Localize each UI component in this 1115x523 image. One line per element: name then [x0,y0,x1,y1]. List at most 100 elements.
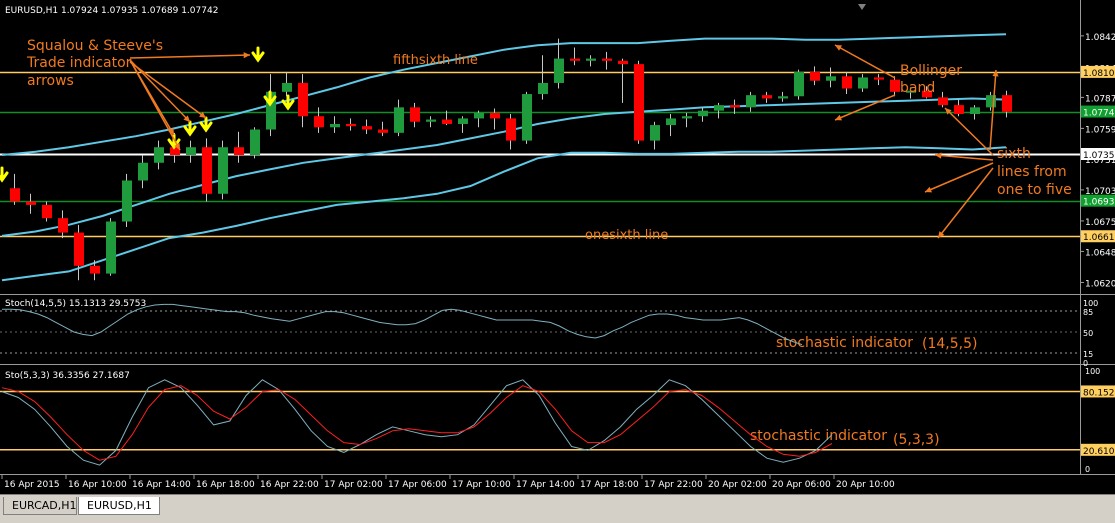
time-tick-label: 20 Apr 02:00 [708,480,767,490]
candle-body [394,107,404,133]
candle-body [714,105,724,111]
candle-body [954,105,964,114]
price-tick-label: 1.06200 [1085,279,1115,289]
annotation-arrow-line [129,61,207,119]
time-tick-label: 16 Apr 10:00 [68,480,127,490]
annotation-arrowhead-icon [199,111,206,118]
candle-body [282,82,292,92]
price-axis: 1.084251.081401.078701.075901.073151.070… [1080,33,1115,289]
candle-body [426,119,436,122]
candle-body [58,218,68,233]
candle-body [650,125,660,141]
stoch1-main-line [2,303,803,346]
candle-body [666,118,676,126]
tab-eurusd-h1[interactable]: EURUSD,H1 [78,497,160,515]
annotation-arrowhead-icon [243,52,250,59]
candle-body [634,64,644,141]
annotation-arrow-line [129,54,251,59]
price-tag [1081,65,1115,78]
annotation-arrow-line [989,69,997,151]
annotation-arrow-line [129,59,191,123]
stoch2-signal-line [1,385,833,461]
candle-body [762,95,772,99]
time-axis: 16 Apr 2015 16 Apr 10:00 16 Apr 14:00 16 Ap… [1,475,895,490]
annotation-arrowhead-icon [938,231,945,238]
annotation-arrowhead-icon [168,128,174,135]
candle-body [506,118,516,141]
candle-body [602,58,612,61]
time-tick-label: 16 Apr 18:00 [196,480,255,490]
price-tag [1081,230,1115,243]
price-tag [1081,105,1115,118]
time-tick-label: 17 Apr 10:00 [452,480,511,490]
annotation-arrowhead-icon [835,45,842,51]
candle-body [698,110,708,117]
stoch1-annotation-params: (14,5,5) [922,336,977,352]
candle-body [154,147,164,163]
chart-canvas: 1.084251.081401.078701.075901.073151.070… [0,0,1115,490]
stoch1-pane [0,296,1080,364]
candle-body [234,147,244,155]
annotation-arrow-line [944,107,994,156]
candle-body [890,79,900,92]
stoch1-axis-label: 0 [1083,359,1088,368]
stoch2-pane [0,366,1080,473]
sixth-label-line2: lines from [997,164,1067,180]
candle-body [778,96,788,99]
candle-body [10,188,20,202]
annotation-arrowhead-icon [935,152,942,159]
stoch2-annotation-params: (5,3,3) [893,432,940,448]
squalou-label-line1: Squalou & Steeve's [27,38,163,54]
price-tick-label: 1.06480 [1085,248,1115,258]
price-tag-label: 1.07359 [1083,151,1115,161]
bollinger-label-line1: Bollinger [900,63,962,79]
candle-body [186,147,196,155]
annotation-arrow-line [937,167,994,239]
candle-body [266,91,276,130]
annotation-arrowhead-icon [174,143,180,150]
annotation-arrow-line [129,59,181,151]
candle-body [330,123,340,128]
candle-body [682,116,692,119]
symbol-tab-bar: EURCAD,H1 EURUSD,H1 [0,494,1115,523]
candle-body [122,180,132,222]
annotation-arrowhead-icon [992,70,999,77]
annotation-arrows [129,44,999,239]
candle-body [746,95,756,108]
annotation-arrowhead-icon [945,108,952,115]
price-tick-label: 1.08425 [1085,33,1115,43]
stoch2-level-tag [1081,443,1115,456]
candle-body [218,147,228,194]
chart-shift-marker[interactable] [858,4,866,10]
candle-body [42,204,52,219]
candle-body [314,116,324,128]
candle-body [410,107,420,122]
tab-eurcad-h1[interactable]: EURCAD,H1 [3,497,77,515]
stoch1-axis-label: 85 [1083,308,1093,317]
candle-body [970,107,980,114]
price-tick-label: 1.06755 [1085,218,1115,228]
annotation-arrow-line [934,154,994,161]
time-tick-label: 17 Apr 22:00 [644,480,703,490]
candle-body [138,162,148,181]
candle-body [458,118,468,124]
candle-body [538,82,548,95]
price-tick-label: 1.07035 [1085,187,1115,197]
squalou-label-line3: arrows [27,73,74,89]
candle-body [986,95,996,108]
squalou-label-line2: Trade indicator [26,55,132,71]
candle-body [522,94,532,141]
time-tick-label: 17 Apr 02:00 [324,480,383,490]
stoch2-axis-label: 0 [1085,465,1090,474]
candle-body [346,123,356,127]
annotations: Squalou & Steeve's Trade indicator arrow… [26,38,1072,448]
trade-arrow-icon [183,120,197,137]
stoch1-annotation: stochastic indicator [776,335,913,351]
candle-body [570,58,580,61]
candle-body [474,112,484,119]
candle-body [826,76,836,81]
price-tick-label: 1.07590 [1085,125,1115,135]
annotation-arrowhead-icon [183,115,190,122]
